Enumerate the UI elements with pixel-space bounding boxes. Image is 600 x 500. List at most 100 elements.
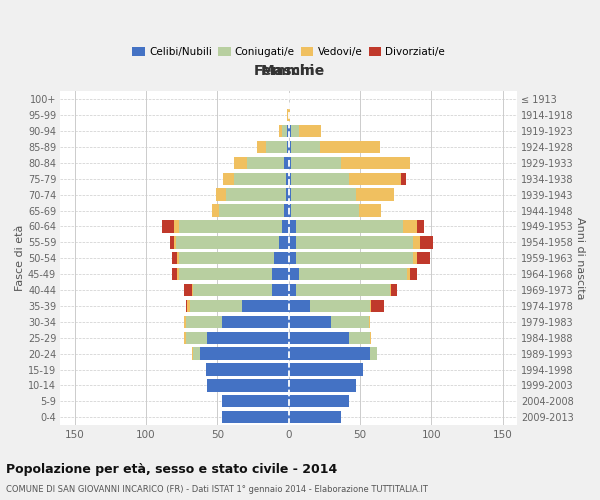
Bar (184, 332, 186, 344)
Bar (186, 332, 208, 344)
Bar (286, 188, 289, 201)
Bar (219, 204, 284, 217)
Bar (292, 125, 299, 138)
Bar (208, 379, 289, 392)
Bar (289, 220, 296, 232)
Bar (179, 252, 274, 264)
Bar (278, 125, 281, 138)
Bar (193, 348, 200, 360)
Bar (296, 252, 413, 264)
Bar (296, 236, 413, 248)
Bar (401, 172, 406, 185)
Bar (216, 188, 226, 201)
Bar (370, 348, 377, 360)
Bar (226, 188, 286, 201)
Bar (191, 348, 193, 360)
Bar (272, 268, 289, 280)
Bar (289, 172, 292, 185)
Bar (289, 411, 341, 424)
Bar (247, 156, 284, 169)
Bar (179, 268, 272, 280)
Bar (221, 395, 289, 407)
Bar (289, 332, 349, 344)
Bar (299, 125, 322, 138)
Bar (289, 204, 292, 217)
Bar (287, 141, 289, 153)
Bar (410, 268, 417, 280)
Bar (281, 125, 287, 138)
Bar (368, 316, 370, 328)
Bar (417, 220, 424, 232)
Bar (208, 332, 289, 344)
Bar (278, 236, 289, 248)
Bar (172, 252, 178, 264)
Bar (187, 300, 190, 312)
Bar (413, 236, 420, 248)
Bar (284, 204, 289, 217)
Bar (175, 236, 176, 248)
Bar (391, 284, 397, 296)
Bar (289, 236, 296, 248)
Bar (296, 220, 403, 232)
Bar (292, 172, 349, 185)
Bar (413, 252, 417, 264)
Bar (420, 236, 433, 248)
Bar (292, 156, 341, 169)
Bar (221, 316, 289, 328)
Bar (320, 141, 380, 153)
Bar (407, 268, 410, 280)
Bar (172, 268, 178, 280)
Y-axis label: Fasce di età: Fasce di età (15, 225, 25, 292)
Text: Maschi: Maschi (261, 64, 315, 78)
Bar (186, 316, 221, 328)
Bar (299, 268, 407, 280)
Bar (341, 156, 410, 169)
Bar (206, 364, 289, 376)
Bar (289, 156, 292, 169)
Bar (296, 284, 390, 296)
Bar (287, 125, 289, 138)
Bar (292, 204, 359, 217)
Bar (287, 109, 289, 122)
Bar (212, 204, 219, 217)
Bar (242, 300, 289, 312)
Bar (331, 316, 368, 328)
Bar (266, 141, 287, 153)
Bar (286, 172, 289, 185)
Bar (349, 332, 370, 344)
Bar (235, 172, 286, 185)
Bar (178, 252, 179, 264)
Bar (184, 316, 186, 328)
Bar (359, 204, 382, 217)
Bar (356, 188, 394, 201)
Bar (178, 268, 179, 280)
Bar (184, 284, 191, 296)
Bar (292, 141, 320, 153)
Bar (161, 220, 175, 232)
Bar (272, 284, 289, 296)
Bar (310, 300, 370, 312)
Bar (390, 284, 391, 296)
Text: Popolazione per età, sesso e stato civile - 2014: Popolazione per età, sesso e stato civil… (6, 462, 337, 475)
Bar (289, 364, 363, 376)
Bar (370, 300, 371, 312)
Bar (235, 156, 247, 169)
Bar (274, 252, 289, 264)
Bar (191, 284, 193, 296)
Bar (417, 252, 430, 264)
Y-axis label: Anni di nascita: Anni di nascita (575, 217, 585, 300)
Bar (289, 268, 299, 280)
Bar (221, 411, 289, 424)
Text: Femmine: Femmine (254, 64, 325, 78)
Bar (193, 284, 272, 296)
Bar (289, 125, 292, 138)
Bar (349, 172, 401, 185)
Bar (289, 188, 292, 201)
Bar (284, 156, 289, 169)
Bar (292, 188, 356, 201)
Bar (289, 252, 296, 264)
Bar (370, 332, 371, 344)
Bar (289, 284, 296, 296)
Bar (175, 220, 179, 232)
Bar (200, 348, 289, 360)
